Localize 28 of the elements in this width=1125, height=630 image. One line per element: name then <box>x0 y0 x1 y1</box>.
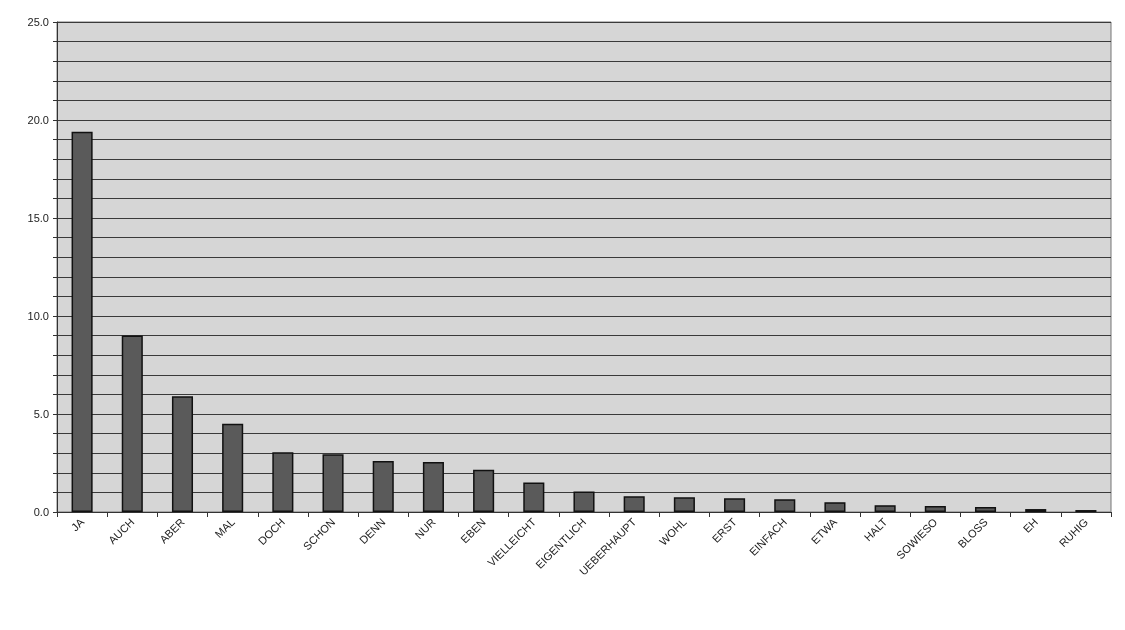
bar <box>774 499 796 512</box>
bar <box>171 396 194 512</box>
bar <box>121 335 143 512</box>
y-tick-label: 5.0 <box>33 408 49 420</box>
y-tick-label: 10.0 <box>27 310 49 322</box>
bar <box>322 454 344 512</box>
bar <box>372 461 394 512</box>
bar <box>473 469 495 512</box>
bar <box>724 498 746 512</box>
bar <box>272 452 294 512</box>
bar <box>71 131 93 512</box>
x-tick-label: EH <box>1020 515 1040 536</box>
bar <box>623 496 645 512</box>
y-tick-label: 0.0 <box>33 506 49 518</box>
y-tick-label: 20.0 <box>27 114 49 126</box>
bar <box>222 423 244 512</box>
bar <box>573 491 595 512</box>
bar <box>523 482 545 512</box>
x-tick-label: MAL <box>212 515 237 541</box>
bar <box>824 502 846 512</box>
bar <box>924 506 946 512</box>
x-tick-label: JA <box>68 515 87 534</box>
bar <box>974 507 997 512</box>
y-tick-label: 15.0 <box>27 212 49 224</box>
bar <box>673 497 695 512</box>
y-tick-label: 25.0 <box>27 16 49 28</box>
bar <box>874 505 896 512</box>
bar <box>422 462 444 512</box>
